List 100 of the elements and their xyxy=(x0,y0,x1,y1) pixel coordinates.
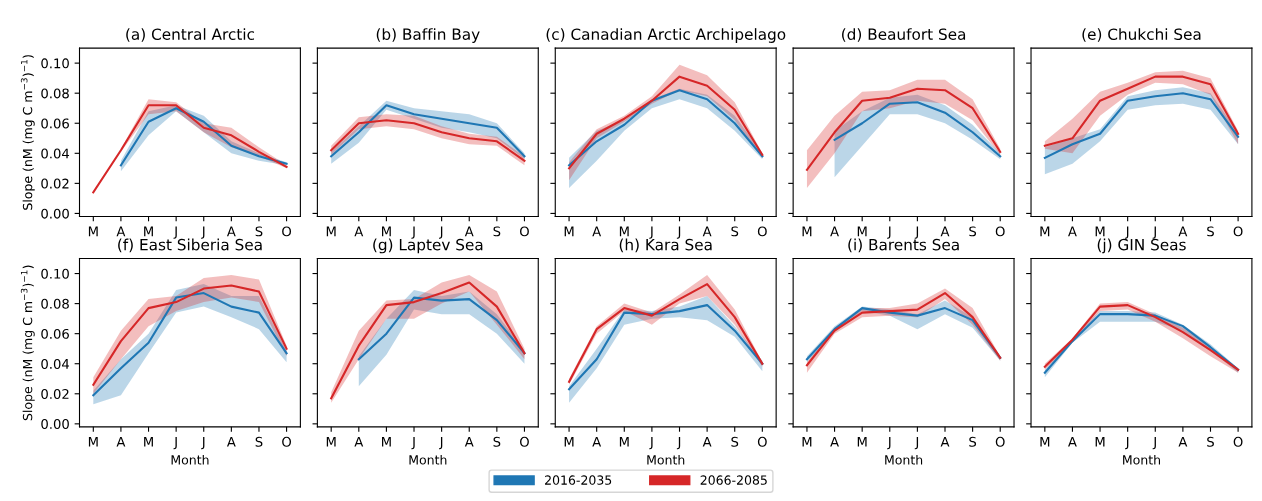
x-tick-label: J xyxy=(201,226,205,239)
x-tick-label: A xyxy=(354,226,364,237)
x-tick-label: A xyxy=(830,226,839,237)
chart-title: (d) Beaufort Sea xyxy=(842,28,966,42)
x-tick-label: A xyxy=(116,226,126,237)
x-tick-label: J xyxy=(1125,436,1129,450)
y-tick-label: 0.10 xyxy=(41,268,69,279)
line-series xyxy=(92,284,288,386)
y-tick-label: 0.08 xyxy=(41,88,69,99)
x-tick-label: M xyxy=(802,226,812,237)
y-tick-label: 0.06 xyxy=(41,328,69,339)
x-tick-label: A xyxy=(226,436,236,447)
x-tick-label: S xyxy=(969,226,977,237)
x-tick-label: J xyxy=(914,436,919,450)
x-tick-label: S xyxy=(493,226,501,237)
x-tick-label: M xyxy=(382,226,391,237)
y-tick-label: 0.00 xyxy=(41,419,69,430)
x-tick-label: M xyxy=(144,436,153,447)
x-tick-label: M xyxy=(564,436,574,447)
x-tick-label: J xyxy=(1125,226,1129,239)
x-tick-label: A xyxy=(702,436,712,447)
x-tick-label: J xyxy=(439,436,443,450)
x-tick-label: J xyxy=(439,226,443,239)
x-tick-label: S xyxy=(493,436,501,447)
x-tick-label: J xyxy=(411,436,415,450)
x-tick-label: S xyxy=(1207,436,1214,447)
x-tick-label: M xyxy=(857,226,867,237)
chart-title: (g) Laptev Sea xyxy=(373,238,483,254)
legend-label: 2016-2035 xyxy=(545,475,612,485)
x-axis-title: Month xyxy=(1123,454,1160,465)
x-tick-label: A xyxy=(226,226,236,237)
x-tick-label: A xyxy=(702,226,712,237)
x-axis-title: Month xyxy=(647,454,685,465)
legend-label: 2066-2085 xyxy=(700,475,767,485)
x-tick-label: S xyxy=(731,226,739,237)
x-tick-label: O xyxy=(282,226,292,237)
x-tick-label: M xyxy=(1040,226,1050,237)
chart-title: (a) Central Arctic xyxy=(126,28,255,42)
x-tick-label: M xyxy=(326,436,336,447)
x-tick-label: M xyxy=(326,226,336,237)
x-tick-label: O xyxy=(995,226,1005,237)
x-tick-label: S xyxy=(731,436,739,447)
x-tick-label: S xyxy=(255,226,263,237)
x-tick-label: A xyxy=(1068,436,1077,447)
x-tick-label: M xyxy=(564,226,574,237)
x-tick-label: O xyxy=(282,436,292,447)
x-tick-label: J xyxy=(411,226,415,239)
x-tick-label: J xyxy=(649,436,653,450)
y-tick-label: 0.08 xyxy=(41,298,69,309)
x-tick-label: J xyxy=(1152,226,1156,239)
x-tick-label: O xyxy=(1233,436,1243,447)
x-tick-label: A xyxy=(116,436,126,447)
x-tick-label: J xyxy=(887,226,891,239)
y-axis-title: Slope (nM (mg C m$^{−3}$)$^{−1}$) xyxy=(20,265,35,421)
chart-title: (h) Kara Sea xyxy=(619,238,712,253)
y-tick-label: 0.00 xyxy=(41,208,69,219)
y-tick-label: 0.04 xyxy=(41,148,70,159)
x-tick-label: M xyxy=(1095,226,1105,237)
x-tick-label: J xyxy=(201,436,205,450)
x-tick-label: A xyxy=(830,436,839,447)
x-tick-label: A xyxy=(1178,226,1188,237)
x-tick-label: A xyxy=(1068,226,1077,237)
x-tick-label: J xyxy=(676,436,681,450)
y-tick-label: 0.10 xyxy=(41,58,69,69)
x-tick-label: A xyxy=(464,436,474,447)
x-tick-label: O xyxy=(1233,226,1243,237)
x-tick-label: M xyxy=(1095,436,1105,447)
y-axis-title: Slope (nM (mg C m$^{−3}$)$^{−1}$) xyxy=(20,55,35,210)
chart-title: (b) Baffin Bay xyxy=(376,28,480,43)
x-tick-label: J xyxy=(1152,436,1156,450)
x-tick-label: J xyxy=(887,436,891,450)
x-tick-label: M xyxy=(1040,436,1050,447)
x-tick-label: O xyxy=(520,226,529,237)
x-axis-title: Month xyxy=(171,454,209,465)
y-tick-label: 0.06 xyxy=(41,118,69,129)
x-tick-label: M xyxy=(802,436,812,447)
x-tick-label: A xyxy=(592,436,602,447)
chart-title: (e) Chukchi Sea xyxy=(1082,28,1201,42)
x-tick-label: A xyxy=(464,226,474,237)
x-axis-title: Month xyxy=(409,454,447,465)
x-tick-label: M xyxy=(382,436,391,447)
x-tick-label: S xyxy=(969,436,977,447)
x-tick-label: A xyxy=(940,226,950,237)
x-tick-label: A xyxy=(1178,436,1188,447)
y-tick-label: 0.02 xyxy=(41,389,69,399)
x-tick-label: J xyxy=(676,226,681,239)
chart-title: (c) Canadian Arctic Archipelago xyxy=(546,28,786,43)
x-tick-label: A xyxy=(940,436,950,447)
x-tick-label: J xyxy=(649,226,653,239)
x-tick-label: A xyxy=(592,226,602,237)
x-tick-label: M xyxy=(619,226,629,237)
chart-title: (i) Barents Sea xyxy=(848,238,959,253)
chart-title: (j) GIN Seas xyxy=(1097,238,1186,254)
x-tick-label: M xyxy=(619,436,629,447)
y-tick-label: 0.02 xyxy=(41,178,69,189)
x-tick-label: J xyxy=(914,226,919,239)
x-tick-label: O xyxy=(757,226,767,237)
x-tick-label: S xyxy=(255,436,263,447)
x-tick-label: M xyxy=(88,436,98,447)
line-series xyxy=(92,104,288,194)
